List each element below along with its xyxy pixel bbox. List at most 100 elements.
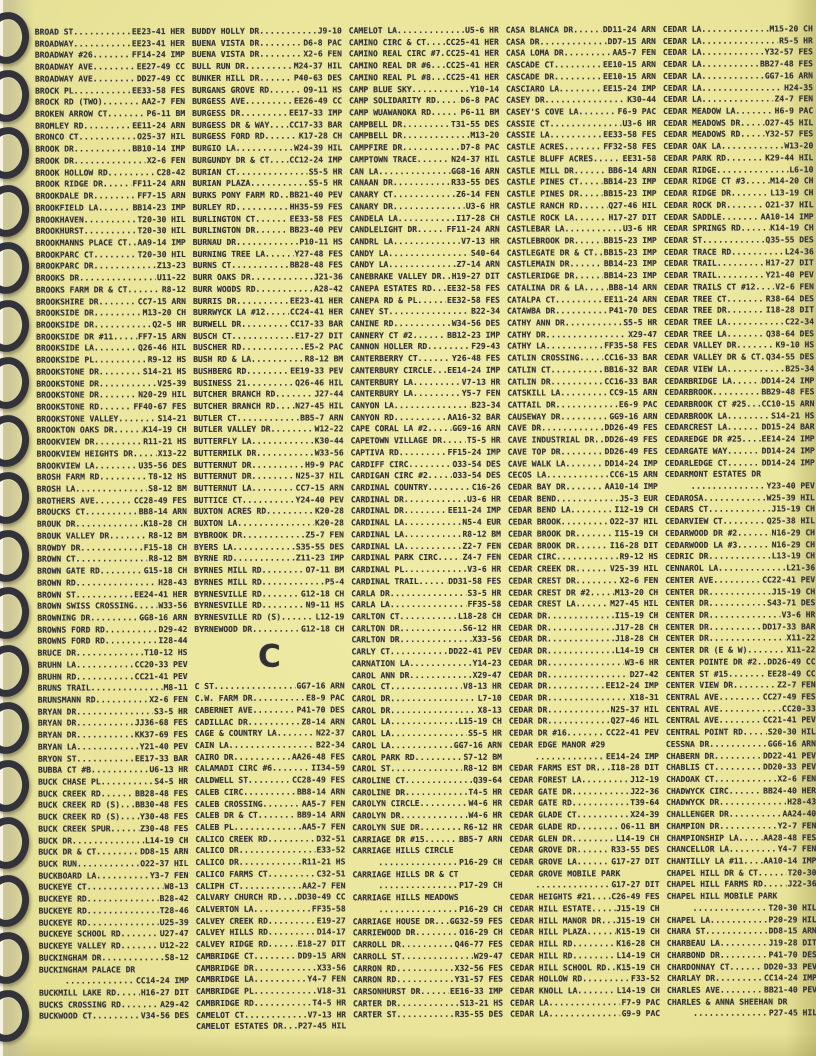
index-entry: BUSCH CT................................… xyxy=(193,330,343,342)
grid-reference: CC20-33 PEV xyxy=(134,659,188,670)
dot-leader: ........................................… xyxy=(393,317,451,329)
index-entry: CAPE CORAL LA #2........................… xyxy=(351,423,501,435)
grid-reference: EE15-24 IMP xyxy=(603,83,657,93)
dot-leader: ........................................… xyxy=(547,645,615,656)
index-entry: CEDAR DR................................… xyxy=(508,610,658,622)
dot-leader: ........................................… xyxy=(755,281,775,292)
street-name: CEDAR BEND LA xyxy=(507,505,571,516)
street-name: BUTTERNUT DR xyxy=(193,460,252,470)
grid-reference: BB5-7 ARN xyxy=(458,834,503,844)
grid-reference: BB28-48 FES xyxy=(289,260,343,270)
index-entry: BUCK CREEK RD (S).......................… xyxy=(38,799,188,811)
dot-leader: ........................................… xyxy=(259,49,303,60)
grid-reference: I18-28 DIT xyxy=(765,305,815,315)
dot-leader: ........................................… xyxy=(403,517,462,528)
grid-reference: D6-8 PAC xyxy=(460,95,500,106)
street-name: CARDIFF CIRC xyxy=(350,459,409,469)
street-name: CASEY DR xyxy=(506,95,545,105)
dot-leader: ........................................… xyxy=(402,118,451,129)
dot-leader: ........................................… xyxy=(390,728,468,739)
index-entry: CEDAR GROVE MOBILE PARK xyxy=(509,868,659,880)
index-entry: CARROLL DR..............................… xyxy=(353,939,503,951)
street-name: BROADWAY AVE xyxy=(34,62,93,72)
dot-leader: ........................................… xyxy=(246,365,290,376)
grid-reference: R35-55 DES xyxy=(454,1010,504,1020)
street-name: CAROL LA xyxy=(351,729,391,739)
index-entry: CARDIFF CIRC............................… xyxy=(351,458,501,470)
street-name: BUCK CREEK RD xyxy=(38,789,101,799)
index-entry: CEDAR RIDGE CT #3.......................… xyxy=(663,176,813,188)
index-entry: CAMP SOLIDARITY RD......................… xyxy=(349,95,499,107)
street-name: BUSCH CT xyxy=(193,331,232,341)
grid-reference: CC28-49 FES xyxy=(133,495,187,505)
dot-leader: ........................................… xyxy=(578,188,603,199)
street-name: BURIAN PLAZA xyxy=(192,179,251,189)
grid-reference: S35-55 DES xyxy=(295,541,345,552)
index-entry: CASTLE ROCK LA..........................… xyxy=(507,211,657,223)
street-name: CARROLL ST xyxy=(352,951,402,962)
grid-reference: T31-55 DES xyxy=(451,119,500,129)
grid-reference: EE33-58 FES xyxy=(132,85,186,95)
index-entry: BUTTERFLY LA............................… xyxy=(194,435,344,447)
street-name: BRYAN DR xyxy=(37,718,77,729)
grid-reference: S3-5 HR xyxy=(154,706,188,716)
index-entry: CHARDONNAY CT...........................… xyxy=(667,961,816,973)
index-entry: BROADWAY................................… xyxy=(35,38,185,50)
dot-leader: ........................................… xyxy=(99,565,143,576)
street-name: CANNON HOLLER RD xyxy=(350,342,428,352)
index-entry: CENTER DR (E & W).......................… xyxy=(665,644,815,656)
index-entry: CEDAR EDGE MANOR #29 xyxy=(509,739,659,751)
index-entry: CEDAR VALLEY DR.........................… xyxy=(664,340,814,352)
index-entry: BURGUNDY DR & CT........................… xyxy=(192,154,342,166)
street-name: CARRIAGE HOUSE DR xyxy=(352,916,435,926)
street-name: BUCKEYE RD xyxy=(38,906,87,916)
street-name: BUCKBOARD LA xyxy=(38,871,97,881)
index-entry: CEDAR DR................................… xyxy=(509,657,659,669)
index-entry: BUCKEYE RD..............................… xyxy=(39,905,189,917)
grid-reference: W8-13 xyxy=(164,882,189,892)
grid-reference: P20-29 HIL xyxy=(768,914,816,925)
index-entry: CARDINAL LA.............................… xyxy=(351,529,501,541)
street-name: CATALPA CT xyxy=(506,294,556,305)
dot-leader: ........................................… xyxy=(564,141,603,152)
grid-reference: J19-28 DIT xyxy=(768,938,816,948)
grid-reference: J15-19 CH xyxy=(616,915,660,925)
street-name: CARDINAL PARK CIRC xyxy=(351,553,438,563)
dot-leader: ........................................… xyxy=(397,212,456,223)
index-entry: BROWN ST................................… xyxy=(37,589,187,601)
dot-leader: ........................................… xyxy=(757,867,787,878)
index-entry: CEDAR KNOLL LA..........................… xyxy=(510,985,660,997)
grid-reference: K20-28 xyxy=(314,506,344,516)
index-entry: BROWN CT................................… xyxy=(37,553,187,565)
dot-leader: ........................................… xyxy=(419,821,463,832)
dot-leader: ........................................… xyxy=(577,985,616,996)
grid-reference: Z7-14 ARN xyxy=(456,260,500,270)
index-entry: CAROLYN DR..............................… xyxy=(352,810,502,822)
index-entry: BROOKHURST..............................… xyxy=(36,225,186,237)
dot-leader: ........................................… xyxy=(104,623,158,635)
index-column-4: CASA BLANCA DR..........................… xyxy=(506,24,660,1048)
street-name: CAIRO DR xyxy=(194,752,234,762)
index-entry: CENTRAL AVE.............................… xyxy=(666,703,816,715)
dot-leader: ........................................… xyxy=(275,388,314,399)
grid-reference: P17-29 CH xyxy=(459,881,503,891)
dot-leader: ........................................… xyxy=(403,505,447,516)
dot-leader: ........................................… xyxy=(266,506,315,517)
dot-leader: ........................................… xyxy=(411,83,470,94)
index-entry: CAIRO DR................................… xyxy=(195,751,345,763)
index-entry: BUCK CREEK RD (S).......................… xyxy=(38,811,188,823)
dot-leader: ........................................… xyxy=(442,434,466,446)
street-name: BROOK DR xyxy=(35,156,74,166)
grid-reference: P41-70 DES xyxy=(608,306,658,316)
street-name: CANEPA ESTATES RD xyxy=(349,283,432,294)
grid-reference: V18-31 xyxy=(317,986,347,996)
dot-leader: ........................................… xyxy=(96,870,149,881)
index-entry: BRYON ST................................… xyxy=(38,753,188,765)
grid-reference: T28-46 xyxy=(159,905,189,916)
street-name: CEDAR SADDLE xyxy=(663,212,722,222)
dot-leader: ........................................… xyxy=(242,529,305,540)
index-entry: BROOK DR................................… xyxy=(35,155,185,167)
grid-reference: CC28-49 FES xyxy=(292,775,346,785)
index-entry: BROOK RIDGE DR..........................… xyxy=(35,178,185,190)
index-entry: CHADOAK CT..............................… xyxy=(666,773,816,785)
